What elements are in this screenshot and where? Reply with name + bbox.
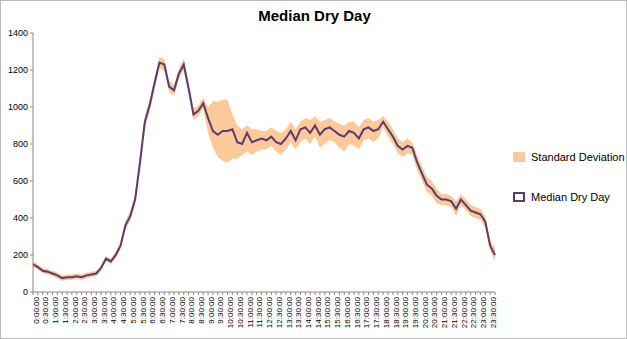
svg-text:2:30:00: 2:30:00 [80,296,89,323]
svg-text:6:00:00: 6:00:00 [148,296,157,323]
svg-text:200: 200 [13,250,28,260]
svg-text:4:30:00: 4:30:00 [119,296,128,323]
svg-text:8:30:00: 8:30:00 [197,296,206,323]
svg-text:11:30:00: 11:30:00 [255,296,264,327]
svg-text:400: 400 [13,213,28,223]
svg-text:17:00:00: 17:00:00 [362,296,371,328]
svg-text:14:30:00: 14:30:00 [314,296,323,328]
svg-text:23:00:00: 23:00:00 [479,296,488,328]
svg-text:12:00:00: 12:00:00 [265,296,274,328]
html-text:Median Dry Day: Median Dry Day [258,7,371,24]
svg-text:7:30:00: 7:30:00 [178,296,187,323]
svg-text:0:30:00: 0:30:00 [41,296,50,323]
svg-text:7:00:00: 7:00:00 [168,296,177,323]
svg-text:21:00:00: 21:00:00 [440,296,449,328]
svg-text:5:30:00: 5:30:00 [139,296,148,323]
svg-text:21:30:00: 21:30:00 [450,296,459,328]
svg-text:800: 800 [13,139,28,149]
svg-text:16:00:00: 16:00:00 [343,296,352,328]
svg-text:19:00:00: 19:00:00 [401,296,410,328]
svg-text:10:00:00: 10:00:00 [226,296,235,328]
svg-text:1:00:00: 1:00:00 [51,296,60,323]
svg-text:6:30:00: 6:30:00 [158,296,167,323]
svg-text:10:30:00: 10:30:00 [236,296,245,328]
html-text:Standard Deviation: Standard Deviation [531,151,625,163]
svg-text:19:30:00: 19:30:00 [411,296,420,328]
svg-text:3:00:00: 3:00:00 [90,296,99,323]
svg-text:600: 600 [13,176,28,186]
svg-text:15:30:00: 15:30:00 [333,296,342,328]
svg-text:13:00:00: 13:00:00 [285,296,294,328]
svg-text:4:00:00: 4:00:00 [109,296,118,323]
svg-text:20:00:00: 20:00:00 [421,296,430,328]
svg-text:3:30:00: 3:30:00 [100,296,109,323]
svg-text:20:30:00: 20:30:00 [430,296,439,328]
svg-text:22:30:00: 22:30:00 [469,296,478,328]
svg-text:0:00:00: 0:00:00 [32,296,41,323]
html-text:Median Dry Day: Median Dry Day [531,191,610,203]
svg-text:13:30:00: 13:30:00 [294,296,303,328]
svg-text:1400: 1400 [8,28,28,38]
svg-text:5:00:00: 5:00:00 [129,296,138,323]
svg-text:1200: 1200 [8,65,28,75]
svg-text:23:30:00: 23:30:00 [489,296,498,328]
svg-text:18:30:00: 18:30:00 [392,296,401,328]
svg-text:2:00:00: 2:00:00 [71,296,80,323]
svg-text:14:00:00: 14:00:00 [304,296,313,328]
svg-text:17:30:00: 17:30:00 [372,296,381,328]
svg-text:22:00:00: 22:00:00 [460,296,469,328]
svg-text:1000: 1000 [8,102,28,112]
svg-text:0: 0 [23,287,28,297]
svg-text:11:00:00: 11:00:00 [246,296,255,327]
svg-text:9:00:00: 9:00:00 [207,296,216,323]
svg-text:12:30:00: 12:30:00 [275,296,284,328]
svg-text:16:30:00: 16:30:00 [353,296,362,328]
svg-text:18:00:00: 18:00:00 [382,296,391,328]
svg-text:15:00:00: 15:00:00 [323,296,332,328]
svg-text:8:00:00: 8:00:00 [187,296,196,323]
svg-text:1:30:00: 1:30:00 [61,296,70,323]
svg-text:9:30:00: 9:30:00 [216,296,225,323]
